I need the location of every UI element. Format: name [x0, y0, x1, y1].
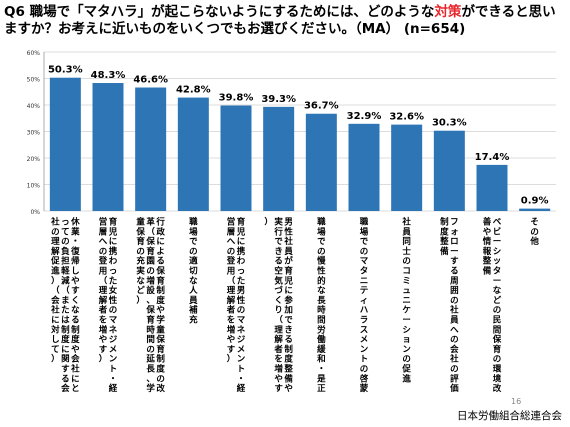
- data-label: 39.3%: [261, 94, 296, 105]
- data-label: 32.9%: [347, 111, 382, 122]
- category-label-column: 制度整備: [440, 217, 449, 257]
- category-label-column: 行政による保育制度や学童保育制度の改: [155, 217, 165, 395]
- y-tick-label: 0%: [30, 209, 40, 216]
- category-label-column: 社の理解促進）（会社に対して）: [50, 217, 60, 365]
- category-label-column: 善や情報整備: [482, 217, 492, 277]
- category-label-column: ）: [264, 217, 273, 228]
- data-label: 36.7%: [304, 101, 339, 112]
- bar: [391, 124, 423, 211]
- category-label-column: 社員同士のコミュニケーションの促進: [401, 217, 411, 385]
- data-label: 30.3%: [432, 118, 467, 129]
- category-label-column: 実行できる空気づくり（理解者を増やす: [273, 217, 283, 395]
- category-label: 行政による保育制度や学童保育制度の改革（保育園の増設、保育時間の延長、学童保育の…: [135, 217, 165, 395]
- category-label-column: 育児に携わった女性のマネジメント・経: [108, 217, 118, 395]
- bar: [305, 113, 337, 211]
- category-label-column: 童保育の充実など）: [135, 217, 145, 306]
- y-tick-label: 50%: [27, 77, 41, 84]
- bar: [263, 106, 295, 211]
- data-label: 39.8%: [219, 93, 254, 104]
- bar: [177, 97, 209, 211]
- data-label: 42.8%: [176, 85, 211, 96]
- y-tick-label: 20%: [27, 156, 41, 163]
- bar: [433, 130, 465, 211]
- question-title: Q6 職場で「マタハラ」が起こらないようにするためには、どのような対策ができると…: [4, 4, 564, 38]
- category-label: 職場での慢性的な長時間労働緩和・是正: [316, 217, 326, 395]
- data-label: 48.3%: [91, 70, 126, 81]
- category-label-column: 男性社員が育児に参加できる制度整備や: [283, 218, 293, 395]
- category-label-column: 営層への登用（理解者を増やす）: [226, 217, 236, 365]
- data-label: 46.6%: [133, 75, 168, 86]
- bar: [135, 87, 167, 211]
- bar: [49, 77, 81, 211]
- category-label-column: ベビーシッターなどの民間保育の環境改: [492, 218, 502, 395]
- category-label: 職場でのマタニティハラスメントの啓蒙: [360, 217, 369, 395]
- category-label-column: 育児に携わった男性のマネジメント・経: [236, 217, 246, 395]
- category-label-column: っての負担軽減（または制度に関する会: [60, 218, 70, 395]
- data-label: 50.3%: [48, 65, 83, 76]
- category-label-column: 革（保育園の増設、保育時間の延長、学: [145, 217, 155, 395]
- y-tick-label: 10%: [27, 183, 41, 190]
- category-label-column: 職場での慢性的な長時間労働緩和・是正: [316, 217, 326, 395]
- title-part2: ができると思いますか？お考えに近いものをいくつでもお選びください。（MA） (n…: [4, 4, 556, 37]
- category-label: 休業・復帰しやすくなる制度や会社にとっての負担軽減（または制度に関する会社の理解…: [50, 217, 80, 395]
- bar: [519, 208, 551, 211]
- bar: [92, 83, 124, 211]
- bar: [220, 105, 252, 211]
- category-label-column: 休業・復帰しやすくなる制度や会社にと: [70, 217, 80, 395]
- category-label: 社員同士のコミュニケーションの促進: [401, 217, 411, 385]
- category-label-column: 営層への登用（理解者を増やす）: [98, 217, 108, 365]
- category-label-column: 職場での適切な人員補充: [188, 217, 198, 326]
- data-label: 17.4%: [475, 152, 510, 163]
- bar: [476, 164, 508, 211]
- category-label: 職場での適切な人員補充: [188, 217, 198, 326]
- title-part1: Q6 職場で「マタハラ」が起こらないようにするためには、どのような: [4, 4, 435, 20]
- bar: [348, 123, 380, 211]
- category-label: その他: [529, 218, 539, 248]
- data-label: 32.6%: [389, 112, 424, 123]
- category-label-column: 職場でのマタニティハラスメントの啓蒙: [360, 217, 369, 395]
- title-accent: 対策: [434, 4, 462, 20]
- organization-name: 日本労働組合総連合会: [457, 410, 562, 422]
- data-label: 0.9%: [521, 196, 549, 207]
- y-tick-label: 60%: [27, 50, 41, 57]
- category-label-column: その他: [529, 218, 539, 248]
- y-tick-label: 30%: [27, 130, 41, 137]
- category-label-column: フォローする周囲の社員への会社の評価: [449, 218, 459, 395]
- y-tick-label: 40%: [27, 103, 41, 110]
- page-number: 16: [511, 397, 522, 406]
